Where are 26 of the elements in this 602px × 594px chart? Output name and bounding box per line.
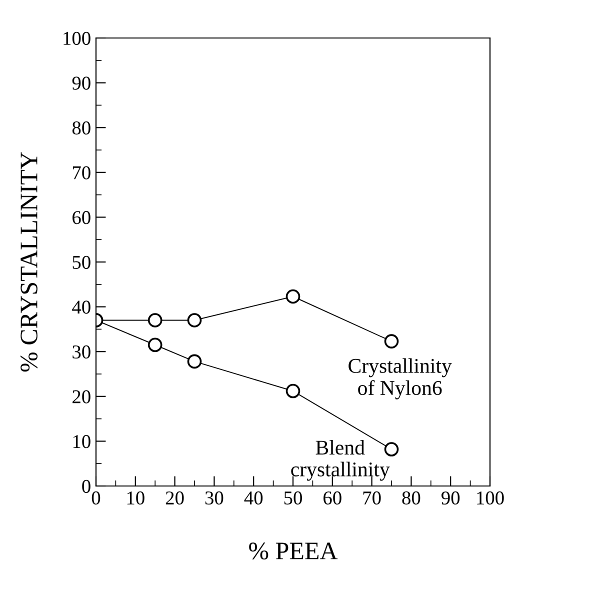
x-tick-label: 100 <box>477 491 504 505</box>
y-tick-label: 50 <box>72 256 90 269</box>
y-tick-label: 60 <box>72 211 90 224</box>
y-tick-label: 70 <box>72 166 90 180</box>
y-tick-label: 0 <box>82 480 90 493</box>
y-tick-label: 20 <box>72 390 90 404</box>
x-tick-label: 60 <box>324 491 342 505</box>
series-label: Crystallinity of Nylon6 <box>348 358 452 400</box>
x-axis-title: % PEEA <box>249 542 338 560</box>
y-tick-label: 30 <box>72 345 90 359</box>
y-tick-label: 90 <box>72 76 90 90</box>
y-tick-label: 80 <box>72 121 90 135</box>
x-tick-label: 40 <box>244 491 263 505</box>
x-tick-label: 90 <box>442 491 460 505</box>
series-label: Blend crystallinity <box>291 440 390 481</box>
x-tick-label: 30 <box>205 491 224 505</box>
x-tick-label: 10 <box>127 491 144 505</box>
x-tick-label: 20 <box>166 491 184 505</box>
y-tick-label: 40 <box>72 300 90 314</box>
y-tick-label: 10 <box>73 435 90 448</box>
x-tick-label: 0 <box>92 491 100 505</box>
x-tick-label: 80 <box>402 491 420 505</box>
x-tick-label: 70 <box>363 491 381 505</box>
y-axis-title: % CRYSTALLINITY <box>20 152 38 372</box>
x-tick-label: 50 <box>284 491 302 505</box>
y-tick-label: 100 <box>64 32 90 45</box>
